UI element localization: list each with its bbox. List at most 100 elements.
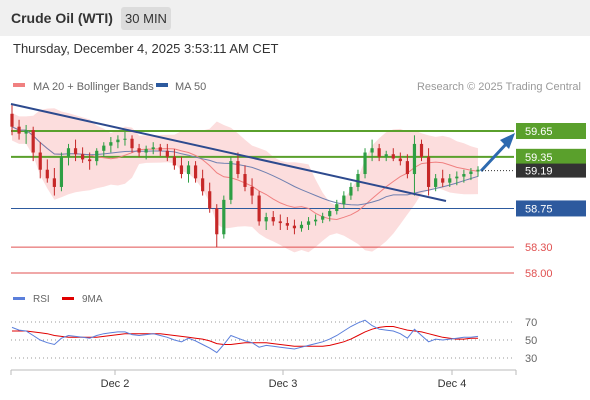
candle-body (434, 178, 438, 187)
x-axis-ticks: Dec 2 Dec 3 Dec 4 (101, 370, 467, 390)
candle-body (172, 156, 176, 166)
candle-body (328, 211, 332, 217)
x-tick-label: Dec 2 (101, 378, 130, 390)
candle-body (441, 178, 445, 183)
x-tick-label: Dec 4 (438, 378, 467, 390)
candle-body (24, 130, 28, 134)
current-price-tag (516, 163, 586, 178)
candle-body (116, 139, 120, 143)
level-tag-59.65 (516, 123, 586, 139)
candle-body (165, 150, 169, 157)
timestamp: Thursday, December 4, 2025 3:53:11 AM CE… (13, 41, 279, 56)
level-label: 58.00 (525, 268, 553, 280)
chart-header: Crude Oil (WTI) 30 MIN (0, 0, 590, 36)
candle-body (208, 191, 212, 209)
candle-body (292, 225, 297, 229)
candle-body (271, 217, 275, 222)
level-tag-58.75 (516, 200, 586, 217)
rsi-tick-label: 50 (525, 335, 537, 347)
candle-body (102, 145, 106, 151)
rsi-tick-label: 70 (525, 317, 537, 329)
rsi-legend-swatch (13, 297, 25, 300)
candle-body (59, 156, 64, 187)
outlook-arrow-shaft (479, 140, 510, 173)
candle-body (137, 148, 141, 153)
candle-body (215, 208, 219, 235)
candle-body (412, 143, 417, 175)
candle-body (278, 221, 282, 224)
candle-body (398, 158, 402, 162)
rsi-panel: 70 50 30 (11, 317, 537, 365)
candle-body (151, 147, 155, 150)
credit-text: Research © 2025 Trading Central (417, 81, 581, 93)
candle-body (419, 143, 424, 157)
candle-body (426, 156, 431, 187)
candle-body (222, 199, 226, 235)
level-tag-59.35 (516, 148, 586, 165)
level-label: 59.65 (525, 126, 553, 138)
candle-body (179, 165, 184, 175)
candle-body (10, 113, 14, 127)
candle-body (257, 195, 261, 222)
ma20-legend-label: MA 20 + Bollinger Bands (33, 81, 154, 93)
ma50-legend-label: MA 50 (175, 81, 206, 93)
candle-body (52, 178, 56, 187)
candle-body (455, 176, 459, 179)
candle-body (448, 178, 452, 183)
candle-body (335, 204, 339, 212)
rsi-ma-line (12, 326, 478, 347)
candle-body (95, 150, 99, 162)
level-label: 59.35 (525, 152, 553, 164)
downtrend-line (10, 103, 447, 202)
outlook-arrow-icon (500, 133, 515, 149)
candle-body (229, 161, 233, 200)
candle-body (306, 221, 311, 225)
candle-body (462, 174, 466, 177)
interval-badge[interactable]: 30 MIN (121, 7, 171, 30)
candle-body (158, 147, 162, 151)
rsi-ma-legend-label: 9MA (82, 294, 103, 305)
x-tick-label: Dec 3 (269, 378, 298, 390)
candle-body (384, 154, 388, 157)
candle-body (144, 149, 148, 153)
candle-body (73, 148, 78, 155)
candle-body (123, 138, 127, 140)
candle-body (38, 152, 42, 170)
price-labels: 59.65 59.35 58.75 58.30 58.00 59.19 (482, 123, 586, 280)
rsi-ma-legend-swatch (62, 297, 74, 300)
rsi-legend-label: RSI (33, 294, 50, 305)
rsi-tick-label: 30 (525, 353, 537, 365)
candle-body (81, 154, 85, 160)
candle-body (17, 126, 21, 134)
candle-body (250, 186, 254, 196)
candle-body (285, 223, 289, 226)
candle-body (476, 169, 480, 172)
candle-body (109, 142, 113, 146)
rsi-line (11, 319, 479, 354)
candle-body (299, 224, 304, 229)
candle-body (66, 148, 71, 157)
candle-body (363, 152, 367, 175)
ma50-legend-swatch (156, 83, 168, 87)
candle-body (391, 154, 395, 159)
instrument-title: Crude Oil (WTI) (11, 10, 113, 26)
candle-body (45, 169, 49, 179)
candle-body (193, 165, 198, 179)
current-price-label: 59.19 (525, 166, 553, 178)
candle-body (264, 217, 268, 222)
candle-body (469, 171, 473, 175)
candle-body (314, 219, 318, 222)
candle-body (405, 161, 409, 175)
candle-body (243, 174, 247, 187)
candle-body (370, 148, 374, 153)
ma20-legend-swatch (13, 83, 25, 87)
candle-body (130, 138, 134, 149)
candle-body (31, 130, 35, 153)
candle-body (377, 148, 381, 157)
level-label: 58.75 (525, 203, 553, 215)
level-label: 58.30 (525, 242, 553, 254)
candle-body (349, 186, 353, 196)
candle-body (88, 159, 92, 162)
candle-body (186, 165, 191, 175)
